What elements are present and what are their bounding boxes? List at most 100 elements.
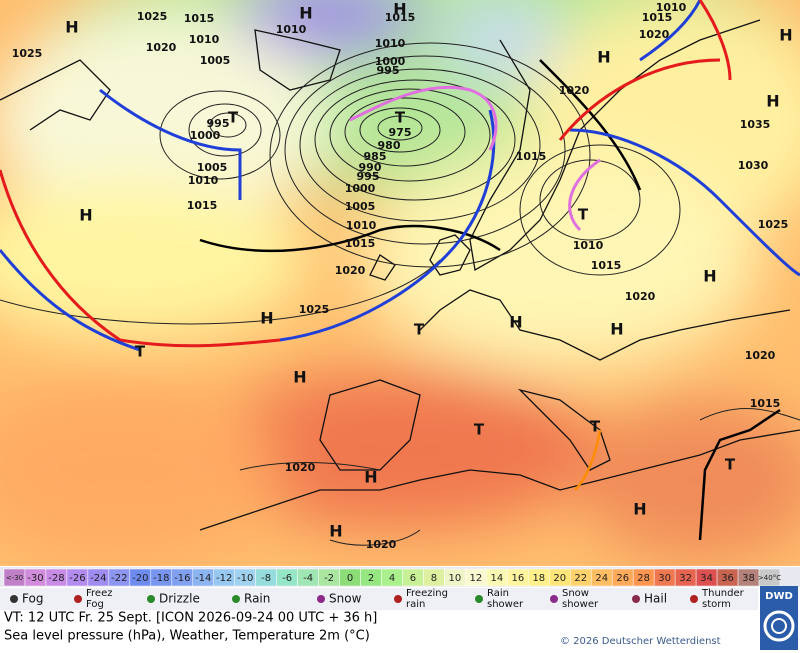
isobar-label: 1015 xyxy=(184,12,215,25)
pressure-center: T xyxy=(578,206,589,224)
pressure-center: H xyxy=(610,320,623,339)
legend-icon xyxy=(147,595,155,603)
scale-label: 38 xyxy=(742,573,755,584)
scale-label: 12 xyxy=(470,573,483,584)
isobar-label: 1035 xyxy=(740,118,771,131)
subtitle: Sea level pressure (hPa), Weather, Tempe… xyxy=(4,629,370,644)
temperature-field xyxy=(0,0,800,560)
isobar-label: 975 xyxy=(389,126,412,139)
legend-label: Hail xyxy=(644,592,667,606)
warm-front xyxy=(0,169,281,348)
scale-label: 20 xyxy=(553,573,566,584)
isobar-label: 1010 xyxy=(346,219,377,232)
scale-label: -22 xyxy=(111,573,127,584)
legend-label: shower xyxy=(487,599,524,610)
isobar-label: 1020 xyxy=(639,28,670,41)
legend-label: Freezing xyxy=(406,588,448,599)
legend-icon xyxy=(74,595,82,603)
pressure-center: T xyxy=(228,109,239,127)
scale-label: 30 xyxy=(658,573,671,584)
isobar-label: 1010 xyxy=(188,174,219,187)
isobar-label: 995 xyxy=(377,64,400,77)
scale-label: 22 xyxy=(574,573,587,584)
pressure-center: H xyxy=(766,92,779,111)
isobar-label: 1020 xyxy=(625,290,656,303)
scale-label: 26 xyxy=(616,573,629,584)
scale-label: -18 xyxy=(153,573,169,584)
scale-label: 32 xyxy=(679,573,692,584)
scale-label: -26 xyxy=(69,573,85,584)
isobar-label: 1005 xyxy=(200,54,231,67)
scale-label: -10 xyxy=(237,573,253,584)
isobar-label: 980 xyxy=(378,139,401,152)
scale-label: >40°C xyxy=(758,574,781,582)
legend-label: storm xyxy=(702,599,731,610)
legend-label: Fog xyxy=(22,592,43,606)
isobar-label: 1015 xyxy=(750,397,781,410)
trough-line xyxy=(574,429,602,491)
isobar-label: 1010 xyxy=(189,33,220,46)
isobar-label: 1015 xyxy=(642,11,673,24)
isobar-label: 1020 xyxy=(335,264,366,277)
isobar-label: 1015 xyxy=(345,237,376,250)
scale-label: -8 xyxy=(261,573,271,584)
legend-label: Rain xyxy=(487,588,509,599)
pressure-center: H xyxy=(79,206,92,225)
scale-label: 10 xyxy=(449,573,462,584)
isobar-label: 1020 xyxy=(366,538,397,551)
legend-label: Snow xyxy=(329,592,362,606)
warm-front xyxy=(558,58,721,141)
isobar-label: 1010 xyxy=(276,23,307,36)
pressure-center: T xyxy=(135,343,146,361)
legend-icon xyxy=(394,595,402,603)
isobar-label: 1015 xyxy=(385,11,416,24)
isobar-label: 1000 xyxy=(375,55,406,68)
cold-front xyxy=(0,249,141,352)
isobar-label: 1020 xyxy=(745,349,776,362)
temperature-scale: <-30 -30 -28 -26 -24 -22 -20 -18 -16 -14 -12 -10 -8-… xyxy=(0,567,800,587)
legend-label: Rain xyxy=(244,592,270,606)
isobar-label: 1010 xyxy=(656,1,687,14)
legend-label: Thunder xyxy=(701,588,745,599)
pressure-center: H xyxy=(509,313,522,332)
legend-background xyxy=(0,588,758,610)
isobar-label: 1020 xyxy=(146,41,177,54)
legend-label: Snow xyxy=(562,588,589,599)
isobar-label: 1010 xyxy=(375,37,406,50)
isobar-label: 995 xyxy=(207,117,230,130)
scale-label: 4 xyxy=(389,573,395,584)
isobar-label: 1015 xyxy=(591,259,622,272)
pressure-center: H xyxy=(633,500,646,519)
coastlines xyxy=(0,19,800,531)
isobar-label: 1005 xyxy=(345,200,376,213)
legend-label: rain xyxy=(406,599,425,610)
isobar-label: 1010 xyxy=(573,239,604,252)
legend-label: shower xyxy=(562,599,599,610)
isobar-label: 995 xyxy=(357,170,380,183)
pressure-center: H xyxy=(260,309,273,328)
scale-label: 8 xyxy=(431,573,437,584)
pressure-center: T xyxy=(474,421,485,439)
scale-label: -14 xyxy=(195,573,211,584)
legend-icon xyxy=(690,595,698,603)
legend-label: Drizzle xyxy=(159,592,200,606)
scale-label: 16 xyxy=(511,573,524,584)
pressure-center: T xyxy=(725,456,736,474)
scale-label: 28 xyxy=(637,573,650,584)
pressure-center: H xyxy=(329,522,342,541)
pressure-center: T xyxy=(414,321,425,339)
occluded-front xyxy=(568,158,601,232)
scale-label: -6 xyxy=(282,573,292,584)
scale-label: 2 xyxy=(368,573,374,584)
scale-label: 24 xyxy=(595,573,608,584)
pressure-center: H xyxy=(65,18,78,37)
isobar-label: 1015 xyxy=(187,199,218,212)
pressure-center: H xyxy=(597,48,610,67)
scale-label: -16 xyxy=(174,573,190,584)
isobar-label: 1015 xyxy=(516,150,547,163)
pressure-center: H xyxy=(703,267,716,286)
scale-label: -20 xyxy=(132,573,148,584)
pressure-center: H xyxy=(299,4,312,23)
